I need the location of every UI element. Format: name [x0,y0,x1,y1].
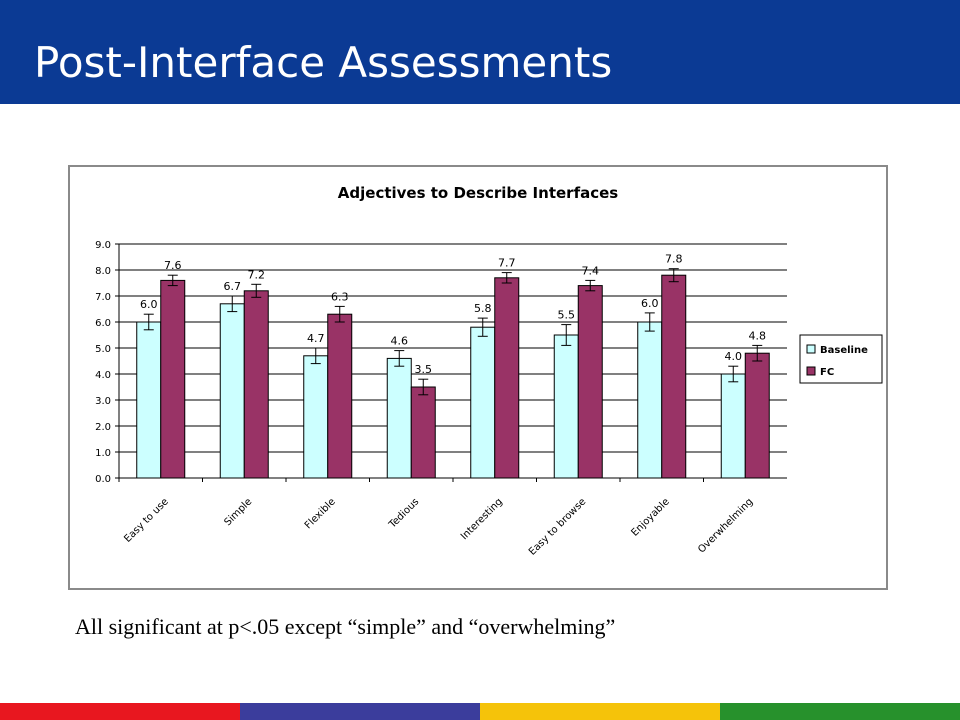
chart-frame: Adjectives to Describe Interfaces 0.0 1.0 2… [68,165,888,590]
baseline-bar [637,321,663,479]
data-label: 6.3 [331,290,349,303]
data-label: 7.6 [164,259,182,272]
significance-note: All significant at p<.05 except “simple”… [75,614,616,639]
y-tick-label: 4.0 [95,370,111,381]
data-label: 7.2 [248,268,266,281]
legend-label: FC [820,367,834,378]
chart-title: Adjectives to Describe Interfaces [338,184,618,202]
y-tick-label: 1.0 [95,448,111,459]
x-tick-label: Easy to use [122,496,171,545]
fc-bar [327,313,353,479]
data-label: 6.0 [641,297,659,310]
fc-bar [243,290,269,479]
legend-swatch-baseline [806,344,816,354]
y-tick-label: 5.0 [95,344,111,355]
footer-color-bar [0,703,960,720]
data-label: 3.5 [415,363,433,376]
y-tick-label: 8.0 [95,266,111,277]
footer-segment-blue [240,703,480,720]
baseline-bar [470,326,496,479]
data-label: 7.4 [582,264,600,277]
x-tick-label: Simple [222,496,254,528]
y-tick-label: 2.0 [95,422,111,433]
fc-bar [577,285,603,479]
x-tick-label: Interesting [459,496,505,542]
baseline-bar [136,321,162,479]
title-bar: Post-Interface Assessments [0,0,960,104]
x-tick-label: Easy to browse [527,496,588,557]
x-tick-label: Tedious [386,496,421,531]
fc-bar [410,386,436,479]
fc-bar [744,352,770,479]
y-tick-label: 9.0 [95,240,111,251]
y-tick-label: 7.0 [95,292,111,303]
data-label: 4.6 [391,335,409,348]
y-tick-label: 3.0 [95,396,111,407]
fc-bar [494,277,520,479]
x-tick-label: Overwhelming [696,496,755,555]
fc-bar [160,279,186,479]
data-label: 5.5 [558,309,576,322]
y-tick-label: 6.0 [95,318,111,329]
legend-swatch-fc [806,366,816,376]
fc-bar [661,274,687,479]
data-label: 4.7 [307,332,325,345]
data-label: 6.7 [224,280,242,293]
baseline-bar [720,373,746,479]
data-label: 7.8 [665,253,683,266]
data-label: 6.0 [140,298,158,311]
legend-label: Baseline [820,345,868,356]
x-tick-label: Enjoyable [630,496,672,538]
footer-segment-green [720,703,960,720]
baseline-bar [386,357,412,479]
data-label: 4.0 [725,350,743,363]
x-tick-label: Flexible [303,496,338,531]
footer-segment-yellow [480,703,720,720]
bar-chart: Adjectives to Describe Interfaces 0.0 1.0 2… [95,184,883,558]
baseline-bar [553,334,579,479]
baseline-bar [219,303,245,479]
slide-title: Post-Interface Assessments [34,38,613,87]
y-tick-label: 0.0 [95,474,111,485]
footer-segment-red [0,703,240,720]
data-label: 7.7 [498,257,516,270]
data-label: 4.8 [749,329,767,342]
data-label: 5.8 [474,302,492,315]
legend-box [799,334,883,384]
baseline-bar [303,355,329,479]
